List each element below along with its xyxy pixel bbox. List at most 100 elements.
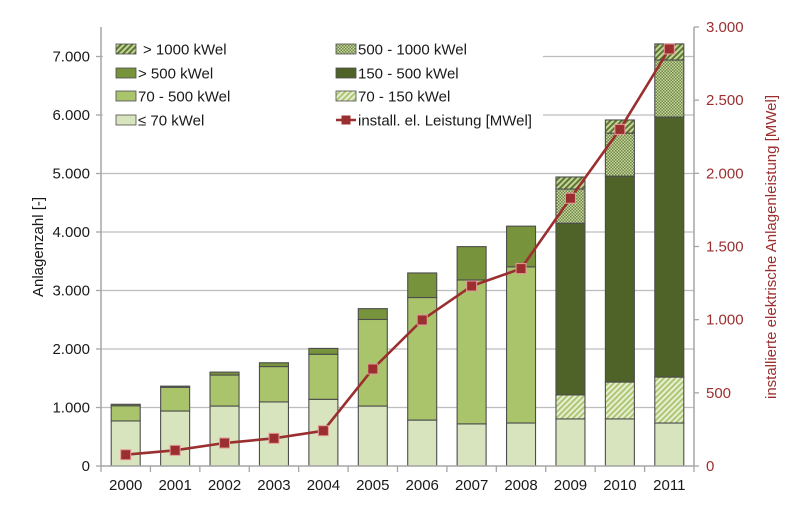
legend-label: install. el. Leistung [MWel]	[358, 113, 532, 130]
bar-segment-70to500	[258, 365, 290, 403]
legend-background	[103, 27, 543, 136]
line-marker-2002	[219, 437, 231, 449]
power-line	[120, 43, 675, 461]
bar-segment-le70	[209, 405, 240, 467]
legend-item-500to1000: 500 - 1000 kWel	[335, 42, 467, 59]
bar-segment-le70	[604, 418, 635, 467]
bar-segment-70to500	[160, 386, 191, 412]
bar-segment-gt500	[110, 403, 141, 407]
line-marker-2009	[564, 192, 576, 204]
line-marker-2000	[120, 449, 132, 461]
y-tick-label: 4.000	[52, 224, 90, 241]
bar-segment-le70	[555, 418, 586, 467]
y-axis-title: Anlagenzahl [-]	[30, 197, 47, 297]
bars	[110, 43, 685, 467]
y-tick-label: 2.000	[52, 341, 90, 358]
bar-segment-le70	[456, 423, 487, 467]
bar-segment-70to500	[357, 318, 388, 407]
bar-segment-70to500	[456, 279, 487, 425]
y2-tick-label: 500	[706, 385, 731, 402]
y2-tick-label: 0	[706, 458, 714, 475]
line-marker-2010	[614, 123, 626, 135]
axes: 0 1.000 2.000 3.000 4.000 5.000 6.000 7.000 0 500…	[52, 19, 743, 494]
line-marker-2005	[367, 363, 379, 375]
bar-segment-500to1000	[654, 59, 685, 118]
bar-segment-le70	[505, 422, 537, 467]
bar-segment-gt500	[308, 347, 339, 355]
bar-segment-500to1000	[604, 132, 635, 177]
bar-stack-2002	[209, 371, 240, 467]
y-tick-label: 6.000	[52, 107, 90, 124]
bar-segment-70to500	[209, 374, 240, 407]
bar-segment-gt1000	[555, 176, 586, 190]
bar-segment-gt500	[258, 362, 290, 368]
x-tick-label: 2002	[208, 477, 241, 494]
bar-stack-2007	[456, 246, 487, 467]
bar-segment-gt500	[357, 308, 388, 321]
x-tick-label: 2005	[356, 477, 389, 494]
legend-item-150to500: 150 - 500 kWel	[335, 66, 459, 83]
line-marker-2003	[268, 432, 280, 444]
legend-swatch	[335, 90, 357, 102]
bar-segment-gt500	[160, 385, 191, 388]
line-marker-2006	[416, 314, 428, 326]
legend: > 1000 kWel 500 - 1000 kWel > 500 kWel 150 …	[103, 27, 543, 136]
bar-segment-70to150	[654, 376, 685, 424]
bar-segment-gt500	[505, 225, 537, 268]
legend-label: 150 - 500 kWel	[358, 66, 459, 83]
y2-tick-label: 1.000	[706, 312, 744, 329]
bar-segment-gt500	[407, 272, 438, 299]
x-tick-label: 2011	[653, 477, 685, 494]
bar-stack-2004	[308, 347, 339, 467]
bar-stack-2001	[160, 385, 191, 467]
bar-stack-2011	[654, 43, 685, 467]
legend-label: > 500 kWel	[138, 66, 213, 83]
legend-item-70to150: 70 - 150 kWel	[335, 89, 450, 106]
bar-segment-150to500	[604, 175, 635, 383]
y-tick-label: 7.000	[52, 49, 90, 66]
x-tick-label: 2006	[406, 477, 439, 494]
bar-segment-gt500	[209, 371, 240, 376]
y2-tick-label: 3.000	[706, 19, 744, 36]
y2-tick-label: 2.500	[706, 92, 744, 109]
x-tick-label: 2000	[109, 477, 142, 494]
bar-segment-le70	[407, 419, 438, 467]
y2-axis-title: installierte elektrische Anlagenleistung…	[763, 95, 780, 399]
bar-segment-150to500	[654, 116, 685, 378]
legend-swatch	[115, 43, 137, 55]
bar-segment-70to150	[604, 381, 635, 420]
legend-label: 70 - 150 kWel	[358, 89, 450, 106]
line-marker-2011	[663, 43, 675, 55]
x-tick-label: 2001	[158, 477, 191, 494]
line-marker-2008	[515, 263, 527, 275]
legend-label: > 1000 kWel	[143, 42, 227, 59]
legend-item-gt1000: > 1000 kWel	[115, 42, 227, 59]
bar-stack-2010	[604, 119, 635, 467]
bar-segment-70to150	[555, 394, 586, 420]
legend-swatch	[115, 90, 137, 102]
legend-swatch	[115, 67, 137, 79]
bar-segment-70to500	[505, 266, 537, 424]
x-tick-label: 2004	[307, 477, 340, 494]
legend-item-le70: ≤ 70 kWel	[115, 113, 204, 130]
bar-stack-2008	[505, 225, 537, 467]
legend-marker-swatch	[341, 115, 351, 125]
legend-swatch	[335, 43, 357, 55]
legend-label: ≤ 70 kWel	[138, 113, 204, 130]
bar-segment-le70	[357, 405, 388, 467]
legend-item-70to500: 70 - 500 kWel	[115, 89, 230, 106]
legend-label: 500 - 1000 kWel	[358, 42, 467, 59]
bar-segment-150to500	[555, 222, 586, 396]
x-tick-label: 2008	[504, 477, 537, 494]
bar-stack-2003	[258, 362, 290, 467]
legend-label: 70 - 500 kWel	[138, 89, 230, 106]
bar-stack-2009	[555, 176, 586, 467]
y-tick-label: 5.000	[52, 166, 90, 183]
bar-segment-70to500	[110, 405, 141, 422]
bar-segment-le70	[160, 410, 191, 467]
legend-swatch	[335, 67, 357, 79]
line-marker-2004	[317, 425, 329, 437]
y-tick-label: 0	[82, 458, 90, 475]
legend-item-gt500: > 500 kWel	[115, 66, 213, 83]
